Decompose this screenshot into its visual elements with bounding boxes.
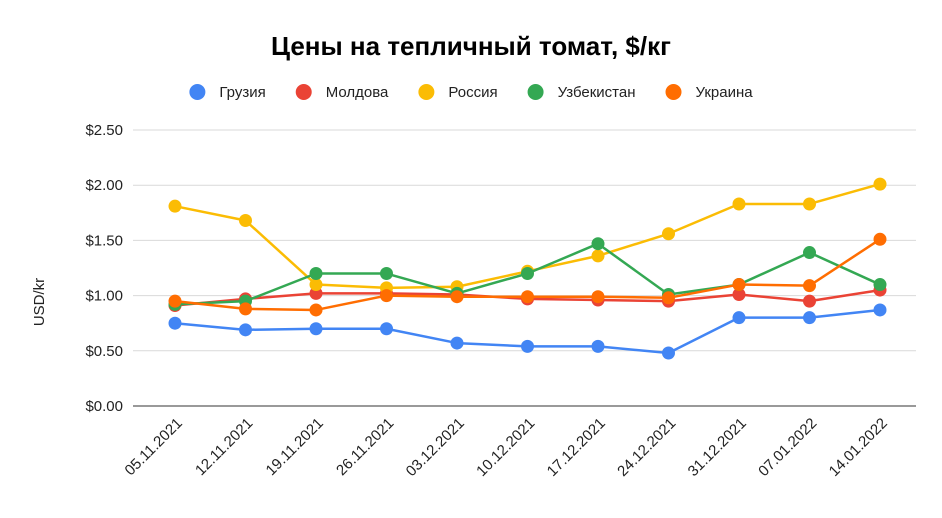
legend-item: Украина — [665, 84, 754, 101]
x-tick-label: 03.12.2021 — [403, 415, 468, 480]
data-point — [873, 177, 887, 191]
x-tick-label: 31.12.2021 — [685, 415, 750, 480]
data-point — [732, 197, 746, 211]
legend-label: Украина — [696, 84, 754, 101]
data-point — [168, 316, 182, 330]
data-point — [450, 290, 464, 304]
series-group — [168, 177, 887, 360]
y-tick-label: $1.00 — [85, 288, 123, 305]
data-point — [803, 279, 816, 293]
chart-title: Цены на тепличный томат, $/кг — [271, 31, 671, 61]
data-point — [521, 339, 534, 353]
data-point — [732, 311, 746, 325]
data-point — [591, 290, 605, 304]
legend-marker — [418, 84, 435, 100]
data-point — [662, 227, 675, 241]
data-point — [591, 237, 605, 251]
legend-item: Грузия — [189, 84, 266, 101]
data-point — [309, 267, 323, 281]
legend-label: Молдова — [326, 84, 389, 101]
legend-item: Россия — [418, 84, 498, 101]
data-point — [662, 291, 675, 305]
y-tick-label: $2.50 — [85, 122, 123, 139]
legend-label: Узбекистан — [558, 84, 636, 101]
data-point — [309, 278, 323, 292]
legend-marker — [189, 84, 206, 100]
x-tick-label: 26.11.2021 — [333, 415, 397, 479]
data-point — [168, 294, 182, 308]
data-point — [380, 322, 393, 336]
y-tick-label: $0.50 — [85, 343, 123, 360]
x-tick-label: 12.11.2021 — [192, 415, 256, 479]
x-tick-label: 10.12.2021 — [473, 415, 538, 480]
y-tick-label: $0.00 — [85, 398, 123, 415]
data-point — [803, 294, 816, 308]
data-point — [873, 278, 887, 292]
legend-item: Молдова — [295, 84, 389, 101]
legend-marker — [665, 84, 682, 100]
series-1 — [168, 303, 887, 360]
data-point — [591, 249, 605, 263]
data-point — [239, 214, 252, 228]
data-point — [873, 232, 887, 246]
legend-label: Грузия — [219, 84, 265, 101]
legend-marker — [527, 84, 544, 100]
data-point — [662, 346, 675, 360]
x-tick-label: 24.12.2021 — [614, 415, 679, 480]
y-tick-label: $2.00 — [85, 177, 123, 194]
x-axis: 05.11.2021 12.11.2021 19.11.2021 26.11.2021… — [122, 415, 891, 480]
y-axis: $0.00 $0.50 $1.00 $1.50 $2.00 $2.50 — [85, 122, 123, 415]
data-point — [239, 302, 252, 316]
data-point — [309, 322, 323, 336]
data-point — [309, 303, 323, 317]
data-point — [873, 303, 887, 317]
data-point — [380, 289, 393, 303]
legend: Грузия Молдова Россия Узбекистан Украина — [189, 84, 753, 101]
series-5 — [168, 232, 887, 317]
x-tick-label: 19.11.2021 — [263, 415, 327, 479]
data-point — [732, 287, 746, 301]
y-axis-label: USD/kr — [31, 278, 48, 326]
data-point — [168, 199, 182, 213]
data-point — [521, 267, 534, 281]
legend-item: Узбекистан — [527, 84, 636, 101]
data-point — [803, 197, 816, 211]
x-tick-label: 05.11.2021 — [122, 415, 186, 479]
x-tick-label: 07.01.2022 — [755, 415, 820, 480]
data-point — [803, 246, 816, 260]
x-tick-label: 14.01.2022 — [826, 415, 891, 480]
data-point — [732, 278, 746, 292]
legend-marker — [295, 84, 312, 100]
x-tick-label: 17.12.2021 — [544, 415, 609, 480]
data-point — [450, 336, 464, 350]
y-tick-label: $1.50 — [85, 232, 123, 249]
data-point — [380, 267, 393, 281]
data-point — [591, 339, 605, 353]
data-point — [803, 311, 816, 325]
legend-label: Россия — [448, 84, 497, 101]
data-point — [239, 323, 252, 337]
data-point — [521, 290, 534, 304]
